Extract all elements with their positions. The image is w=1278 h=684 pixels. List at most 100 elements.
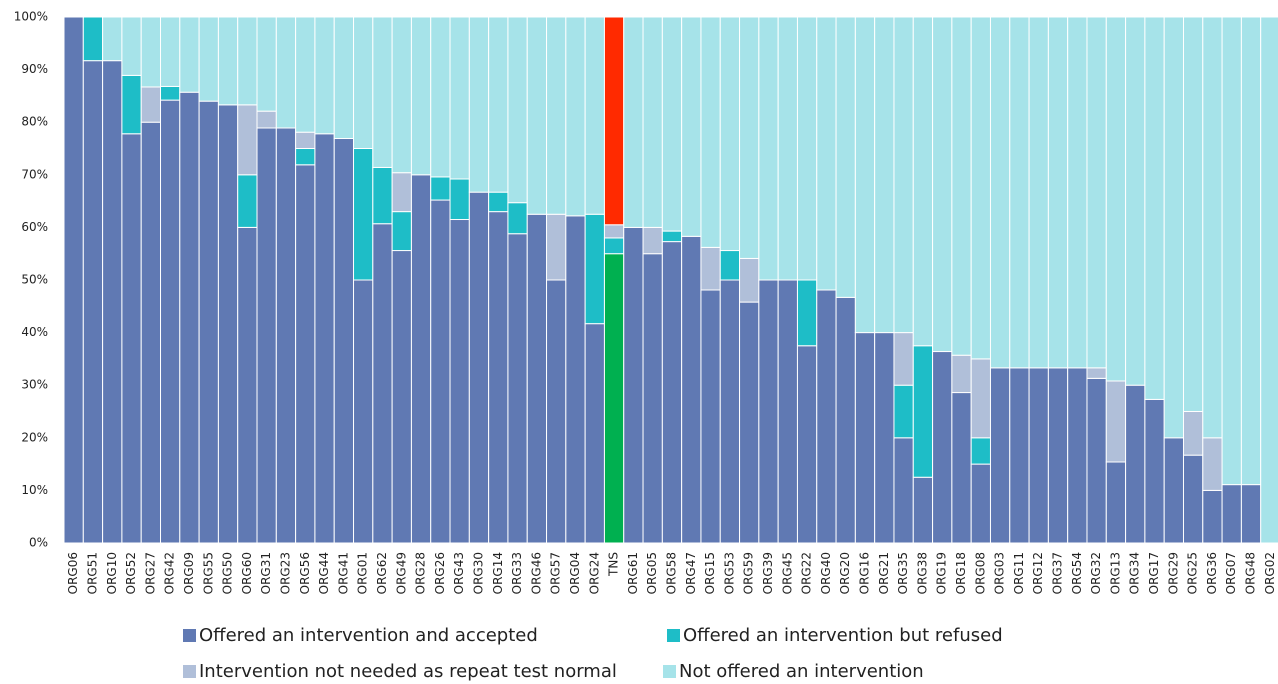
y-tick-label: 0% [29,536,48,550]
bar-segment [970,437,991,465]
bar-segment [314,133,335,544]
bar-segment [989,367,1011,544]
x-tick-label: ORG15 [703,552,717,594]
bar-segment [893,332,914,386]
x-tick-label: ORG51 [85,552,99,594]
x-tick-label: ORG49 [394,552,408,594]
x-tick-label: ORG05 [645,552,659,594]
x-tick-label: ORG29 [1166,552,1180,594]
x-tick-label: ORG37 [1051,552,1065,594]
bar-segment [796,279,818,347]
x-tick-label: ORG46 [529,552,543,594]
bar-segment [372,223,393,544]
bar-segment [295,131,316,149]
bar-segment [1202,16,1223,439]
legend-swatch [183,665,196,678]
bar-segment [546,213,567,281]
bar-segment [449,16,470,180]
bar-segment [1028,367,1049,544]
x-tick-label: ORG42 [163,552,177,594]
bar-segment [488,191,509,213]
bar-segment [661,16,683,232]
x-tick-label: ORG33 [510,552,524,594]
x-tick-label: ORG52 [124,552,138,594]
legend-label: Offered an intervention but refused [683,625,1003,646]
bar-segment [700,16,721,248]
bar-segment [719,16,741,252]
x-tick-label: ORG27 [143,552,157,594]
bar-segment [758,279,779,544]
y-tick-label: 90% [21,62,48,76]
bar-segment [1163,437,1184,544]
bar-segment [661,230,683,243]
bar-segment [275,127,297,544]
bar-segment [295,148,316,166]
x-tick-label: ORG50 [221,552,235,594]
x-tick-label: ORG58 [665,552,679,594]
bar-segment [1086,377,1107,544]
bar-segment [237,226,258,544]
bar-segment [1105,380,1127,463]
bar-segment [333,138,355,544]
bar-segment [661,241,683,544]
bar-segment [488,211,509,544]
x-tick-label: ORG04 [568,552,582,594]
x-tick-label: ORG13 [1108,552,1122,594]
bar-segment [874,16,895,334]
bar-segment [816,289,837,544]
bar-segment [1260,16,1278,544]
x-tick-label: ORG20 [838,552,852,594]
y-tick-label: 10% [21,483,48,497]
bar-segment [353,279,374,544]
legend-label: Intervention not needed as repeat test n… [199,661,617,682]
x-tick-label: ORG41 [336,552,350,594]
bar-segment [642,253,663,544]
bar-segment [854,332,876,544]
x-tick-label: ORG35 [896,552,910,594]
bar-segment [1009,16,1030,369]
bar-segment [121,133,142,544]
x-tick-label: ORG01 [356,552,370,594]
bar-segment [353,148,374,281]
bar-segment [1067,16,1088,369]
y-tick-label: 50% [21,273,48,287]
x-tick-label: ORG18 [954,552,968,594]
bar-segment [623,226,644,544]
x-tick-label: ORG02 [1263,552,1277,594]
x-tick-label: ORG22 [800,552,814,594]
x-tick-label: ORG44 [317,552,331,594]
bar-segment [1067,367,1088,544]
x-tick-label: ORG26 [433,552,447,594]
bar-segment [1144,16,1165,400]
bar-segment [1240,16,1262,486]
x-tick-label: ORG06 [66,552,80,594]
bar-segment [565,215,586,544]
bar-segment [681,235,702,544]
bar-segment [82,16,104,62]
legend-swatch [183,629,196,642]
bar-segment [546,279,567,544]
x-tick-label: ORG55 [201,552,215,594]
bar-segment [179,16,200,93]
bar-segment [237,174,258,228]
bar-segment [603,224,625,239]
x-tick-label: ORG28 [414,552,428,594]
y-tick-label: 70% [21,167,48,181]
bar-segment [488,16,509,193]
bar-segment [893,16,914,334]
x-tick-label: ORG59 [742,552,756,594]
bar-segment [1182,411,1204,456]
bar-segment [1009,367,1030,544]
bar-segment [1105,16,1127,382]
x-tick-label: ORG36 [1205,552,1219,594]
x-tick-label: ORG53 [722,552,736,594]
x-tick-label: ORG07 [1224,552,1238,594]
bar-segment [565,16,586,217]
bar-segment [295,164,316,544]
x-tick-label: ORG30 [471,552,485,594]
bar-segment [102,16,123,62]
bar-segment [353,16,374,149]
x-tick-label: ORG62 [375,552,389,594]
